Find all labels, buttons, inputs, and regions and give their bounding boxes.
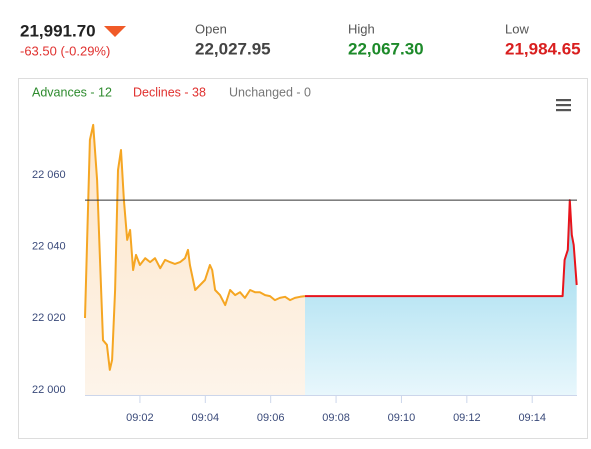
y-tick-label: 22 020 (32, 312, 66, 324)
chart-box (18, 78, 588, 439)
low-value: 21,984.65 (505, 39, 581, 58)
x-tick-label: 09:06 (257, 412, 285, 424)
price: 21,991.70 (20, 21, 96, 40)
x-tick-label: 09:08 (322, 412, 350, 424)
x-tick-label: 09:02 (126, 412, 154, 424)
plot: 22 000 22 020 22 040 22 060 09:02 09:04 09:06 0… (32, 123, 578, 424)
declines: Declines - 38 (133, 85, 206, 99)
high-value: 22,067.30 (348, 39, 424, 58)
y-tick-label: 22 060 (32, 169, 66, 181)
open-value: 22,027.95 (195, 39, 271, 58)
x-tick-label: 09:04 (192, 412, 220, 424)
menu-icon[interactable] (556, 99, 571, 112)
unchanged: Unchanged - 0 (229, 85, 311, 99)
low-label: Low (505, 21, 529, 36)
y-tick-label: 22 000 (32, 384, 66, 396)
x-tick-label: 09:14 (518, 412, 546, 424)
open-label: Open (195, 21, 227, 36)
line (305, 199, 578, 298)
advances: Advances - 12 (32, 85, 112, 99)
y-tick-label: 22 040 (32, 241, 66, 253)
area (305, 200, 577, 395)
line (84, 123, 306, 371)
area (85, 124, 305, 396)
x-tick-label: 09:10 (388, 412, 416, 424)
x-tick-label: 09:12 (453, 412, 481, 424)
down-arrow (104, 26, 126, 37)
change: -63.50 (-0.29%) (20, 43, 110, 58)
high-label: High (348, 21, 375, 36)
